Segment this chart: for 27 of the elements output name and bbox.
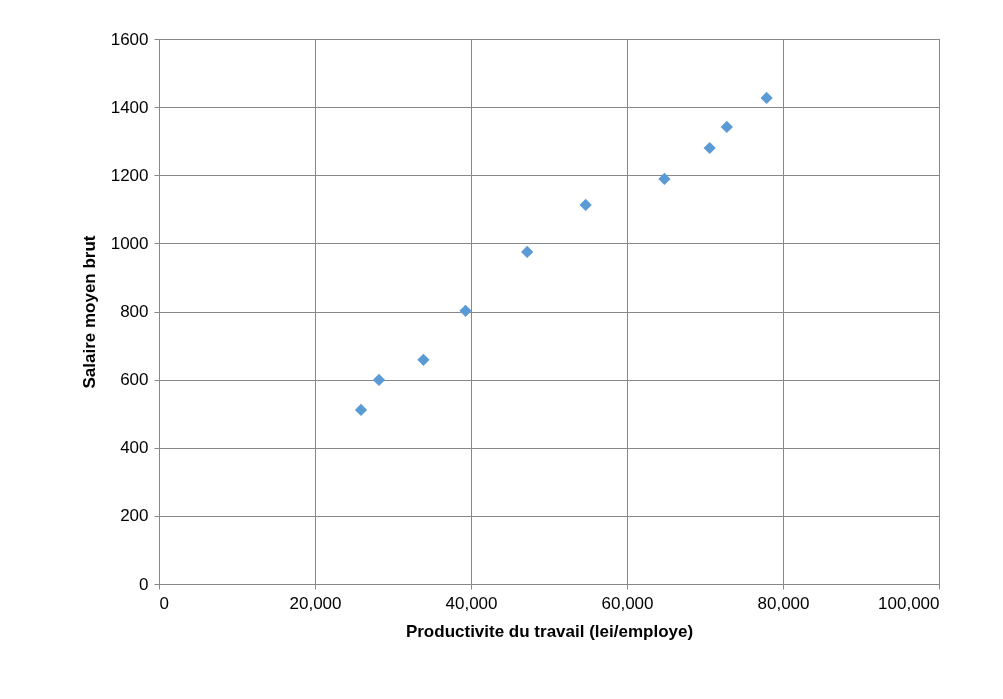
y-tick-label: 1400 bbox=[110, 97, 149, 117]
point bbox=[720, 120, 733, 134]
point bbox=[417, 353, 430, 366]
x-tick-label: 80,000 bbox=[757, 593, 810, 613]
y-tick-label: 0 bbox=[139, 574, 149, 594]
point bbox=[703, 141, 716, 155]
x-tick-label: 60,000 bbox=[601, 593, 654, 613]
y-tick-label: 1600 bbox=[110, 29, 149, 49]
point bbox=[521, 245, 534, 259]
point bbox=[760, 91, 773, 105]
x-tick-label: 40,000 bbox=[445, 593, 498, 613]
y-axis-title: Salaire moyen brut bbox=[79, 235, 99, 389]
x-tick-label: 0 bbox=[159, 593, 169, 613]
y-tick-label: 1200 bbox=[110, 165, 149, 185]
x-tick-label: 100,000 bbox=[878, 593, 940, 613]
point bbox=[459, 304, 472, 317]
point bbox=[579, 198, 592, 212]
point bbox=[372, 373, 386, 387]
point bbox=[354, 403, 368, 417]
y-tick-label: 800 bbox=[120, 302, 149, 321]
point bbox=[658, 172, 671, 186]
y-tick-label: 600 bbox=[120, 370, 149, 390]
y-tick-label: 400 bbox=[120, 438, 149, 458]
x-tick-label: 20,000 bbox=[289, 593, 342, 613]
y-tick-label: 1000 bbox=[110, 233, 149, 253]
y-tick-label: 200 bbox=[120, 506, 149, 526]
x-axis-title: Productivite du travail (lei/employe) bbox=[405, 621, 694, 641]
